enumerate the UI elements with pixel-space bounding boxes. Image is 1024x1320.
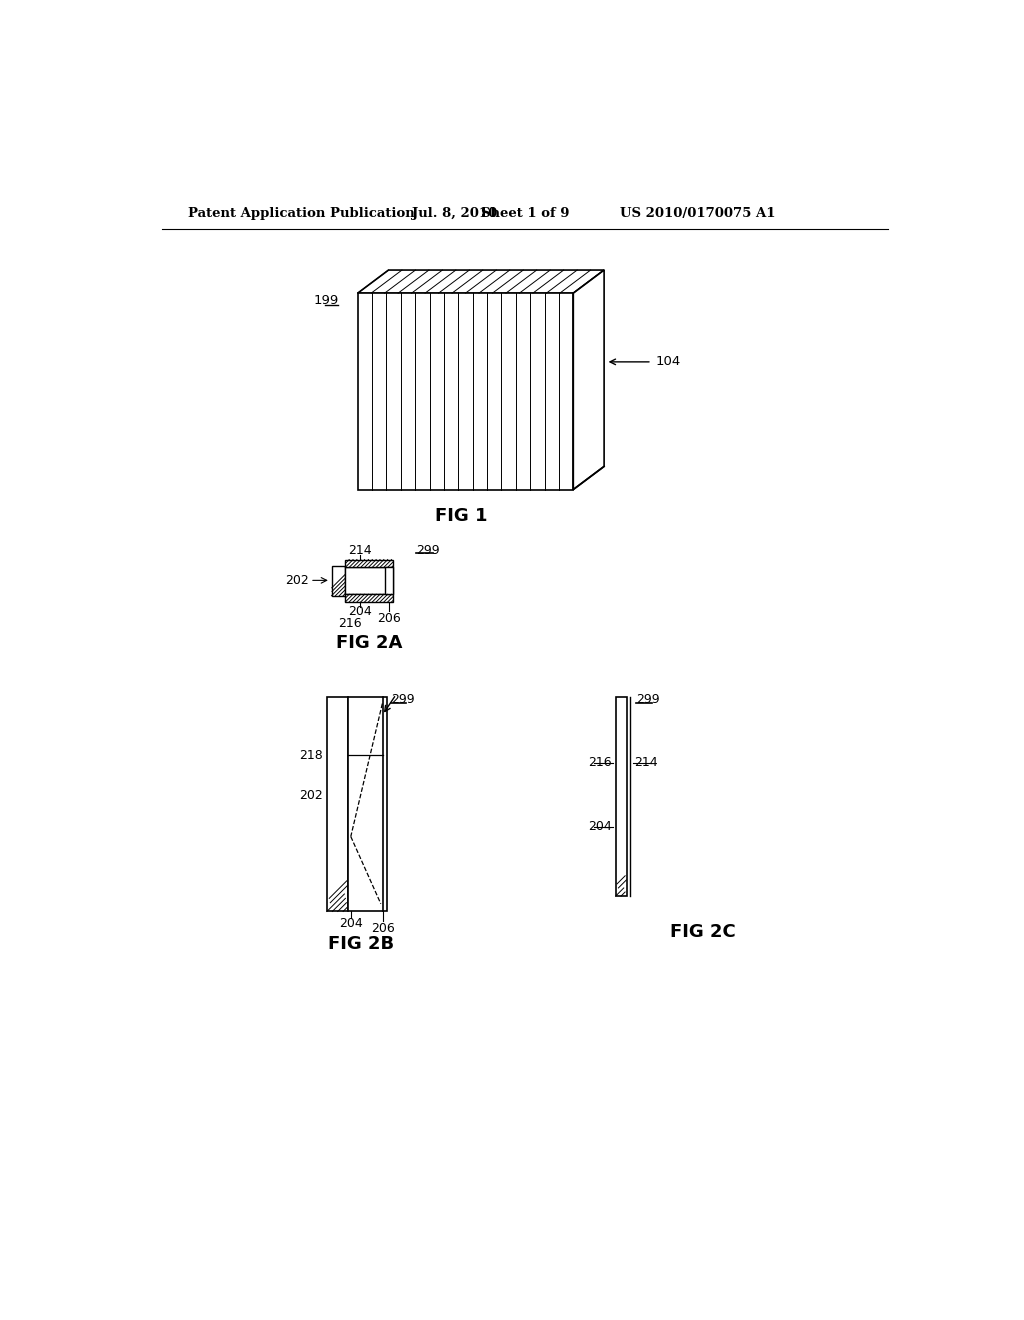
Text: 202: 202 [299, 789, 323, 803]
Polygon shape [357, 271, 604, 293]
Text: US 2010/0170075 A1: US 2010/0170075 A1 [620, 207, 775, 220]
Text: 299: 299 [391, 693, 415, 706]
Bar [327, 697, 348, 911]
Bar [345, 594, 393, 602]
Text: 104: 104 [655, 355, 681, 368]
Text: 206: 206 [378, 612, 401, 626]
Text: FIG 2B: FIG 2B [329, 935, 394, 953]
Text: 216: 216 [588, 756, 611, 770]
Text: 202: 202 [285, 574, 308, 587]
Text: FIG 2C: FIG 2C [670, 923, 735, 941]
Bar [357, 293, 573, 490]
Bar [348, 697, 387, 911]
Bar [345, 568, 393, 594]
Text: 206: 206 [372, 921, 395, 935]
Bar [615, 697, 628, 896]
Polygon shape [573, 271, 604, 490]
Text: Patent Application Publication: Patent Application Publication [188, 207, 415, 220]
Text: 204: 204 [339, 916, 362, 929]
Text: 299: 299 [637, 693, 660, 706]
Bar [332, 566, 345, 595]
Text: 216: 216 [338, 616, 361, 630]
Text: 299: 299 [416, 544, 440, 557]
Text: 204: 204 [348, 605, 372, 618]
Text: 204: 204 [588, 820, 611, 833]
Bar [385, 568, 393, 594]
Text: 199: 199 [313, 294, 339, 308]
Text: 214: 214 [634, 756, 657, 770]
Text: 218: 218 [299, 748, 323, 762]
Text: Sheet 1 of 9: Sheet 1 of 9 [481, 207, 569, 220]
Text: 214: 214 [348, 544, 372, 557]
Text: FIG 2A: FIG 2A [336, 635, 402, 652]
Text: FIG 1: FIG 1 [435, 507, 487, 525]
Bar [345, 560, 393, 568]
Text: Jul. 8, 2010: Jul. 8, 2010 [412, 207, 497, 220]
